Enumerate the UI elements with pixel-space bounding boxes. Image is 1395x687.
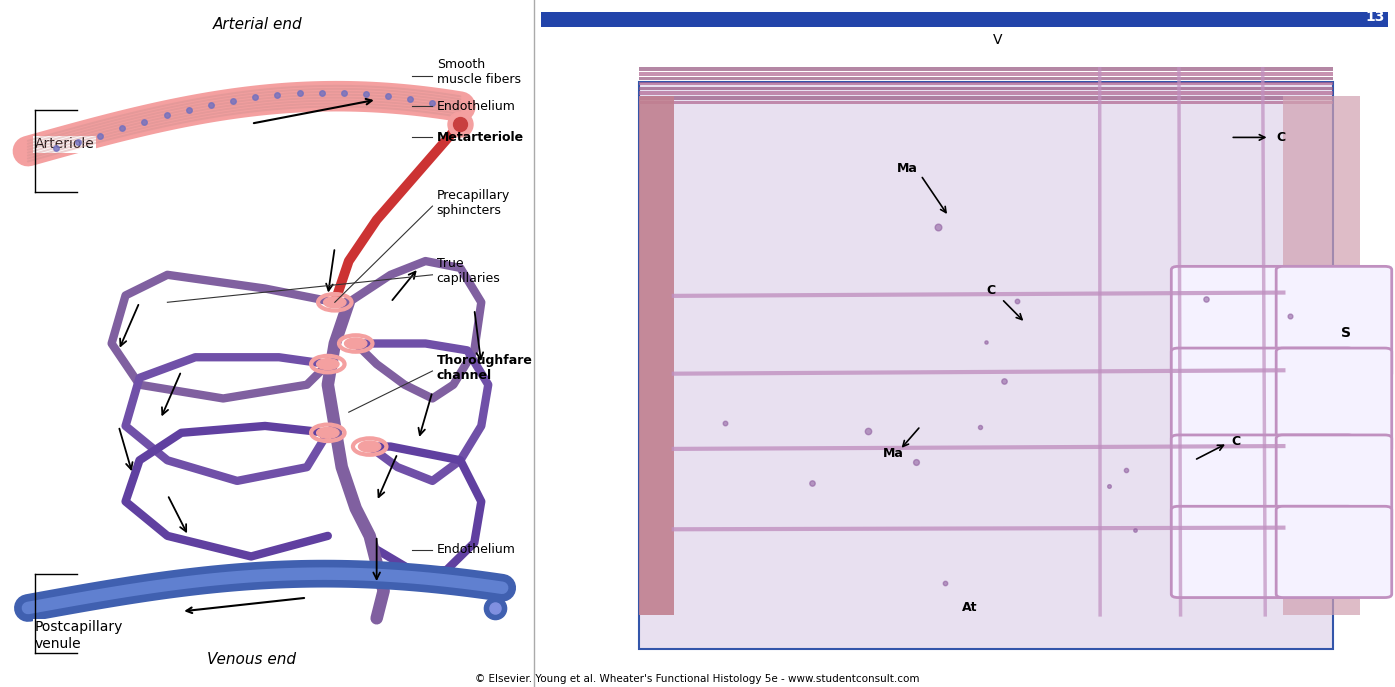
FancyBboxPatch shape <box>639 82 1334 85</box>
Circle shape <box>317 427 339 438</box>
Text: 13: 13 <box>1366 10 1385 24</box>
FancyBboxPatch shape <box>1172 348 1355 452</box>
FancyBboxPatch shape <box>1283 96 1360 615</box>
Circle shape <box>324 297 346 308</box>
FancyBboxPatch shape <box>639 96 1334 100</box>
FancyBboxPatch shape <box>639 67 1334 71</box>
Text: Metarteriole: Metarteriole <box>437 131 523 144</box>
Text: Ma: Ma <box>897 162 918 174</box>
Circle shape <box>317 359 339 370</box>
Text: Arteriole: Arteriole <box>35 137 95 151</box>
Text: Ma: Ma <box>883 447 904 460</box>
Text: © Elsevier. Young et al. Wheater's Functional Histology 5e - www.studentconsult.: © Elsevier. Young et al. Wheater's Funct… <box>476 674 919 684</box>
Text: C: C <box>1276 131 1286 144</box>
Text: Endothelium: Endothelium <box>437 543 516 556</box>
Text: True
capillaries: True capillaries <box>437 258 501 285</box>
Text: V: V <box>993 33 1002 47</box>
FancyBboxPatch shape <box>639 82 1334 649</box>
FancyBboxPatch shape <box>639 91 1334 95</box>
Text: Arterial end: Arterial end <box>213 16 303 32</box>
FancyBboxPatch shape <box>1172 435 1355 532</box>
FancyBboxPatch shape <box>1276 435 1392 532</box>
Circle shape <box>359 441 381 452</box>
FancyBboxPatch shape <box>639 87 1334 90</box>
Text: C: C <box>986 284 995 297</box>
FancyBboxPatch shape <box>1172 506 1355 598</box>
Text: Smooth
muscle fibers: Smooth muscle fibers <box>437 58 520 86</box>
Text: Postcapillary
venule: Postcapillary venule <box>35 620 123 651</box>
Text: Thoroughfare
channel: Thoroughfare channel <box>437 354 533 381</box>
FancyBboxPatch shape <box>1276 348 1392 452</box>
Text: At: At <box>961 602 978 614</box>
FancyBboxPatch shape <box>1276 506 1392 598</box>
FancyBboxPatch shape <box>639 72 1334 76</box>
FancyBboxPatch shape <box>541 12 1388 27</box>
FancyBboxPatch shape <box>639 96 674 615</box>
Text: S: S <box>1341 326 1352 340</box>
Text: Venous end: Venous end <box>206 652 296 667</box>
Circle shape <box>345 338 367 349</box>
Text: Precapillary
sphincters: Precapillary sphincters <box>437 189 511 216</box>
FancyBboxPatch shape <box>1172 267 1355 377</box>
Text: C: C <box>1232 435 1242 447</box>
Text: Endothelium: Endothelium <box>437 100 516 113</box>
FancyBboxPatch shape <box>1276 267 1392 377</box>
FancyBboxPatch shape <box>639 77 1334 80</box>
FancyBboxPatch shape <box>0 0 534 687</box>
FancyBboxPatch shape <box>639 101 1334 104</box>
